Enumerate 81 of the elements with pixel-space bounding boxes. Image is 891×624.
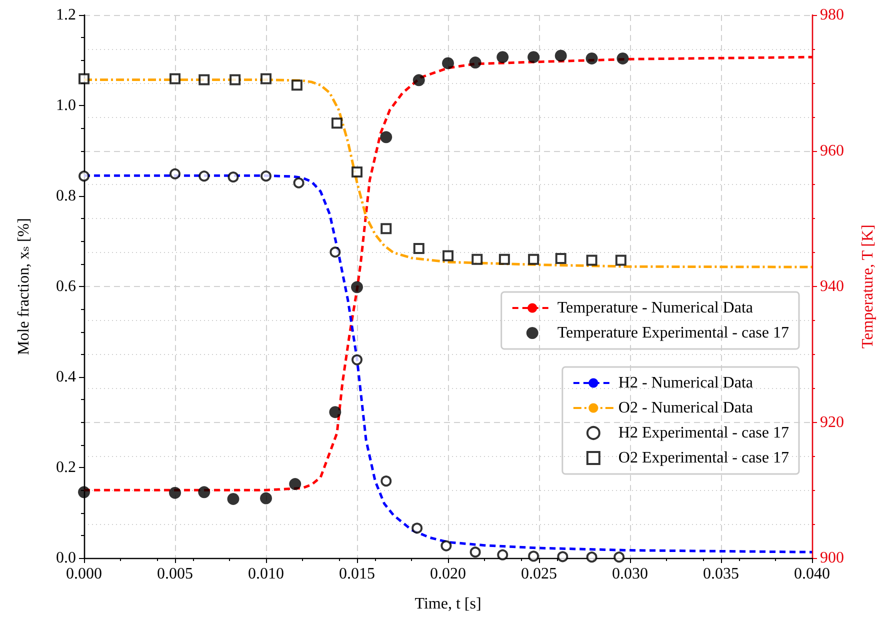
- point: [352, 166, 362, 178]
- point: [614, 552, 625, 563]
- y2-tick-label: 980: [820, 6, 844, 24]
- y2-tick-label: 920: [820, 414, 844, 431]
- x-tick-label: 0.035: [703, 566, 739, 582]
- y-tick-label: 1.2: [56, 6, 76, 24]
- point: [170, 73, 180, 84]
- x-axis-title: Time, t [s]: [414, 596, 482, 612]
- point: [78, 73, 90, 84]
- point: [293, 177, 304, 188]
- point: [496, 51, 509, 64]
- point: [497, 549, 508, 560]
- point: [555, 252, 566, 264]
- legend-label: Temperature Experimental - case 17: [557, 324, 789, 342]
- point: [260, 492, 272, 504]
- point: [260, 170, 272, 182]
- x-tick-label: 0.015: [339, 566, 375, 582]
- point: [380, 476, 392, 487]
- point: [228, 171, 239, 182]
- point: [615, 254, 626, 266]
- y-axis-title: Mole fraction, xₛ [%]: [16, 218, 32, 355]
- point: [329, 406, 342, 418]
- point: [198, 74, 210, 86]
- y-tick-label: 0.0: [56, 550, 76, 566]
- legend-label: O2 - Numerical Data: [618, 400, 754, 416]
- legend-label: O2 Experimental - case 17: [618, 450, 790, 466]
- x-tick-label: 0.020: [430, 566, 466, 582]
- point: [528, 550, 540, 562]
- point: [413, 242, 424, 254]
- point: [227, 492, 240, 505]
- legend-label: H2 - Numerical Data: [618, 374, 754, 392]
- y-tick-label: 0.8: [56, 188, 76, 204]
- point: [78, 486, 90, 498]
- x-tick-label: 0.030: [612, 566, 648, 582]
- y2-axis-title: Temperature, T [K]: [860, 224, 876, 349]
- y-tick-label: 1.0: [56, 97, 76, 114]
- point: [412, 74, 425, 86]
- point: [198, 486, 210, 498]
- point: [557, 551, 568, 562]
- legend-label: Temperature - Numerical Data: [557, 300, 754, 316]
- legend-label: H2 Experimental - case 17: [618, 424, 790, 442]
- y-tick-label: 0.4: [56, 368, 76, 386]
- y-tick-label: 0.2: [56, 459, 76, 476]
- point: [554, 50, 567, 62]
- x-tick-label: 0.005: [157, 566, 193, 582]
- point: [380, 223, 392, 234]
- point: [469, 56, 482, 69]
- point: [352, 354, 362, 366]
- point: [78, 170, 90, 182]
- point: [442, 57, 454, 70]
- x-tick-label: 0.010: [248, 566, 284, 582]
- point: [440, 540, 452, 552]
- point: [472, 254, 483, 265]
- point: [586, 52, 598, 64]
- x-tick-label: 0.000: [66, 566, 102, 582]
- point: [331, 118, 342, 129]
- point: [442, 250, 454, 262]
- x-tick-label: 0.025: [521, 566, 557, 582]
- point: [291, 80, 302, 91]
- point: [169, 486, 181, 499]
- point: [412, 522, 423, 534]
- point: [586, 254, 598, 266]
- x-tick-label: 0.040: [794, 566, 830, 582]
- y2-tick-label: 940: [820, 278, 844, 295]
- y2-tick-label: 960: [820, 142, 844, 160]
- point: [230, 74, 241, 86]
- point: [260, 73, 272, 84]
- point: [470, 546, 481, 558]
- point: [170, 168, 180, 180]
- point: [330, 246, 341, 258]
- y-tick-label: 0.6: [56, 278, 76, 295]
- point: [351, 281, 363, 294]
- point: [380, 131, 392, 144]
- point: [198, 170, 210, 182]
- point: [498, 254, 510, 265]
- point: [289, 478, 302, 490]
- point: [586, 552, 598, 563]
- point: [616, 52, 629, 64]
- point: [528, 254, 540, 265]
- point: [528, 51, 540, 64]
- y2-tick-label: 900: [820, 550, 844, 566]
